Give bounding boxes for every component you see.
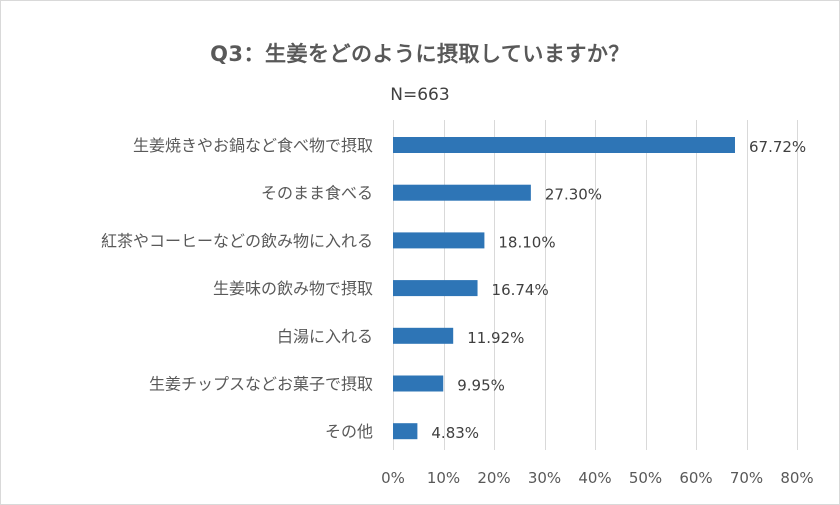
bar (393, 327, 454, 344)
value-label: 11.92% (467, 329, 524, 347)
chart-subtitle: N=663 (390, 85, 450, 105)
x-tick-label: 30% (528, 469, 561, 487)
x-tick-label: 70% (730, 469, 763, 487)
value-label: 9.95% (457, 377, 505, 395)
value-label: 27.30% (545, 186, 602, 204)
x-tick-label: 80% (780, 469, 813, 487)
bar (393, 137, 735, 153)
chart-title: Q3：生姜をどのように摂取していますか？ (210, 42, 630, 66)
bar (393, 375, 444, 392)
category-label: 紅茶やコーヒーなどの飲み物に入れる (101, 231, 373, 250)
value-label: 18.10% (498, 233, 555, 251)
value-label: 4.83% (431, 424, 479, 442)
category-label: その他 (325, 422, 373, 441)
value-label: 16.74% (492, 281, 549, 299)
bar (393, 232, 485, 249)
x-tick-label: 0% (381, 469, 405, 487)
x-tick-label: 10% (427, 469, 460, 487)
bar (393, 423, 418, 440)
category-label: 生姜味の飲み物で摂取 (213, 279, 373, 298)
x-tick-label: 20% (477, 469, 510, 487)
bar (393, 184, 531, 201)
x-tick-label: 50% (629, 469, 662, 487)
x-tick-label: 40% (578, 469, 611, 487)
value-label: 67.72% (749, 138, 806, 156)
category-label: 白湯に入れる (277, 327, 373, 346)
category-label: そのまま食べる (261, 184, 373, 203)
x-tick-label: 60% (679, 469, 712, 487)
bar (393, 280, 478, 297)
category-label: 生姜チップスなどお菓子で摂取 (149, 375, 373, 394)
category-label: 生姜焼きやお鍋など食べ物で摂取 (133, 136, 373, 155)
